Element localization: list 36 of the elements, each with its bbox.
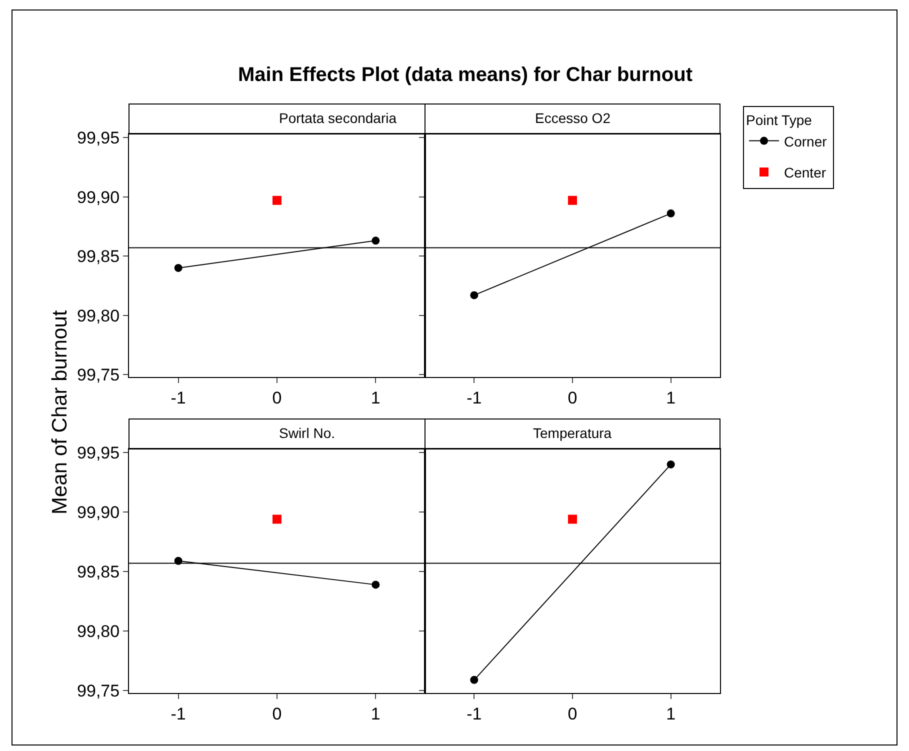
chart-title: Portata secondaria [279,110,397,126]
point [174,264,182,272]
y-tick-label: 99,80 [77,306,120,326]
x-tick-label: 0 [568,388,578,408]
x-tick-label: 0 [272,704,282,724]
legend-label: Center [784,164,826,180]
y-tick-label: 99,75 [77,682,120,701]
text: Main Effects Plot (data means) for Char burnout [238,64,693,86]
y-tick-label: 99,85 [77,562,120,582]
y-tick-label: 99,95 [77,444,120,463]
legend-label: Corner [784,133,828,150]
legend-title: Point Type [746,112,812,128]
x-tick-label: -1 [466,388,482,408]
x-tick-label: -1 [170,388,186,408]
x-tick-label: 1 [370,704,380,724]
y-axis-title: Mean of Char burnout [48,310,72,514]
chart-title: Temperatura [533,425,612,441]
x-tick-label: 0 [272,388,282,408]
chart-title: Swirl No. [279,425,336,441]
x-tick-label: 1 [370,388,380,408]
x-tick-label: -1 [170,704,186,724]
point [372,580,380,589]
point [372,236,380,245]
y-tick-label: 99,90 [77,503,120,522]
chart-title: Eccesso O2 [535,110,611,126]
x-tick-label: 0 [568,704,578,724]
point [272,196,282,205]
y-tick-label: 99,80 [77,622,120,642]
y-tick-label: 99,90 [77,188,120,207]
y-tick-label: 99,75 [77,366,120,385]
x-tick-label: 1 [666,388,676,408]
point [272,514,282,524]
y-tick-label: 99,95 [77,128,120,148]
x-tick-label: -1 [466,704,482,724]
y-tick-label: 99,85 [77,247,120,266]
x-tick-label: 1 [666,704,676,724]
